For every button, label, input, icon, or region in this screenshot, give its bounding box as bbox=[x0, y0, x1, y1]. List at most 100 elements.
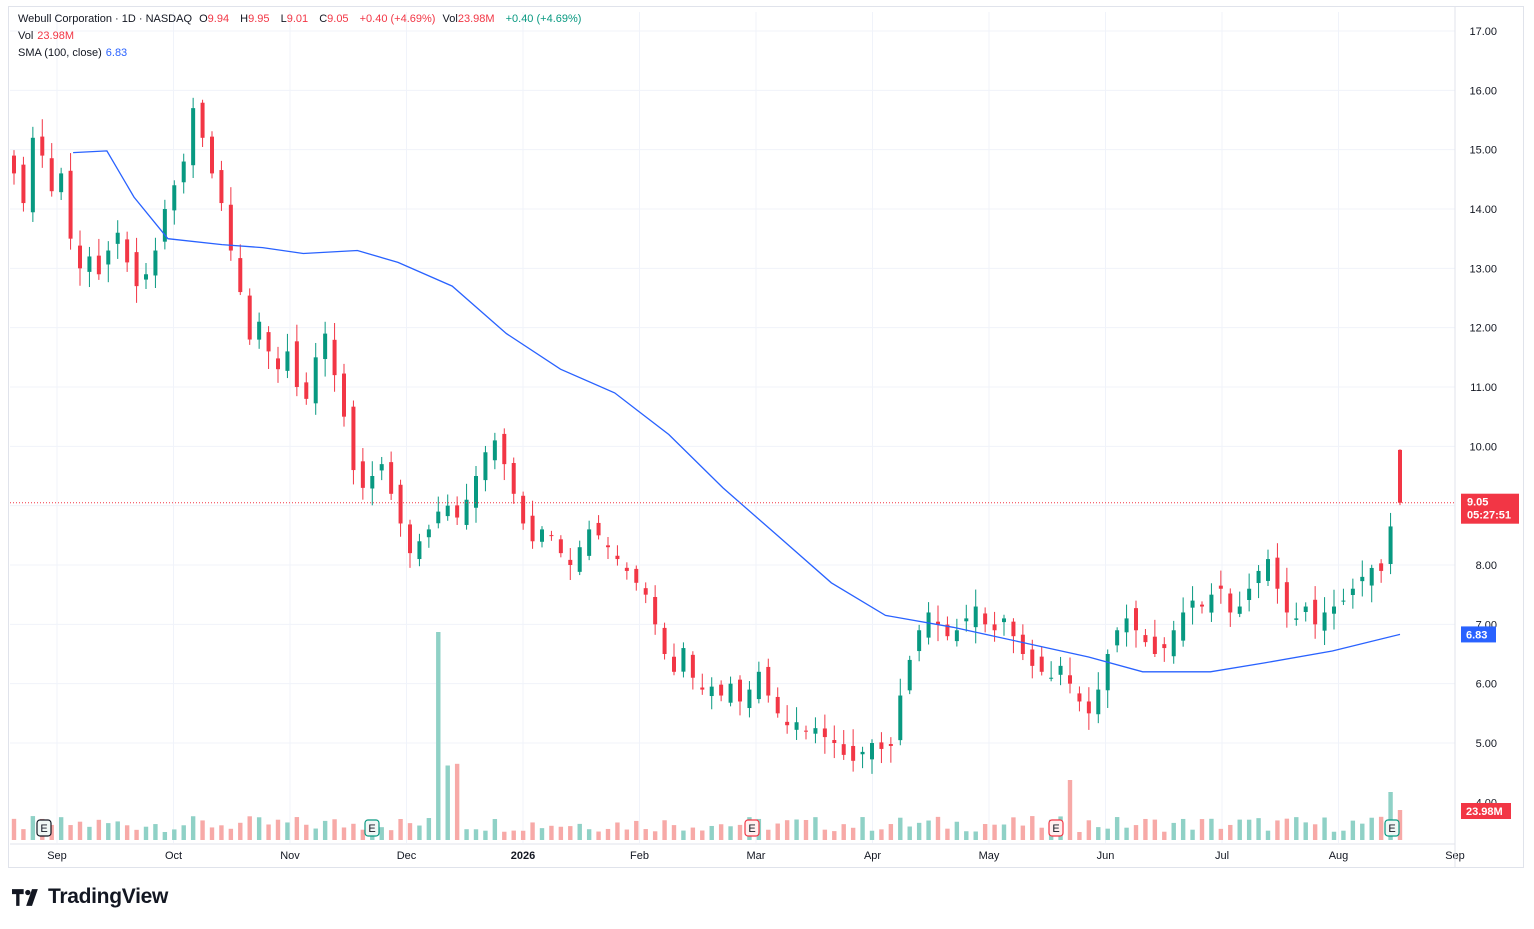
candle-body bbox=[804, 730, 808, 732]
volume-bar bbox=[379, 827, 384, 840]
candle-body bbox=[1077, 693, 1082, 702]
candle-body bbox=[125, 239, 130, 263]
volume-bar bbox=[784, 820, 790, 840]
volume-badge-value: 23.98M bbox=[1466, 806, 1503, 818]
sma-badge bbox=[1461, 626, 1496, 643]
sma-badge-value: 6.83 bbox=[1466, 629, 1487, 641]
volume-bar bbox=[605, 828, 611, 840]
volume-bar bbox=[1256, 818, 1261, 840]
volume-bar bbox=[1388, 792, 1393, 840]
candle-body bbox=[294, 341, 299, 387]
volume-bar bbox=[190, 816, 196, 840]
legend-vol-value: 23.98M bbox=[457, 13, 495, 25]
x-tick-label: 2026 bbox=[511, 850, 535, 862]
volume-bar bbox=[964, 831, 969, 840]
volume-bar bbox=[671, 825, 677, 840]
legend-symbol[interactable]: Webull Corporation · 1D · NASDAQ bbox=[18, 13, 193, 25]
candle-body bbox=[1058, 665, 1063, 675]
volume-bar bbox=[1331, 831, 1337, 840]
candle-body bbox=[634, 568, 639, 583]
candle-body bbox=[1124, 618, 1129, 633]
volume-bar bbox=[153, 824, 158, 840]
candle-body bbox=[379, 464, 384, 471]
candle-body bbox=[1379, 563, 1384, 571]
volume-bar bbox=[690, 827, 696, 840]
volume-bar bbox=[360, 829, 366, 840]
volume-bar bbox=[219, 825, 224, 840]
volume-bar bbox=[1246, 819, 1252, 840]
y-tick-label: 14.00 bbox=[1469, 204, 1497, 216]
candle-body bbox=[1049, 677, 1054, 679]
earnings-marker-label: E bbox=[368, 823, 375, 835]
candle-body bbox=[21, 164, 26, 204]
legend-row-volume[interactable]: Vol 23.98M bbox=[18, 28, 78, 44]
volume-bar bbox=[77, 821, 83, 840]
candle-body bbox=[822, 728, 827, 738]
candle-body bbox=[888, 744, 893, 746]
chart-frame[interactable] bbox=[8, 6, 1524, 868]
candle-body bbox=[1313, 599, 1318, 625]
volume-bar bbox=[1199, 819, 1205, 840]
tradingview-brand[interactable]: TradingView bbox=[12, 885, 168, 909]
candle-body bbox=[775, 696, 780, 714]
volume-badge bbox=[1461, 803, 1511, 819]
candle-body bbox=[12, 155, 16, 174]
legend-low-value: 9.01 bbox=[286, 13, 309, 25]
earnings-marker-icon[interactable] bbox=[1384, 819, 1400, 837]
candle-body bbox=[1275, 557, 1280, 589]
candle-body bbox=[1350, 588, 1355, 596]
candle-body bbox=[606, 545, 610, 548]
candle-body bbox=[709, 686, 714, 697]
volume-bar bbox=[926, 820, 931, 840]
candle-body bbox=[992, 624, 997, 631]
earnings-marker-icon[interactable] bbox=[36, 819, 52, 837]
candle-body bbox=[351, 406, 356, 471]
candle-body bbox=[266, 332, 271, 352]
candle-body bbox=[59, 173, 64, 193]
candle-body bbox=[1341, 600, 1346, 602]
candle-body bbox=[210, 136, 214, 174]
candle-body bbox=[596, 522, 601, 536]
candle-body bbox=[738, 679, 742, 702]
volume-bar bbox=[643, 829, 648, 840]
candle-body bbox=[756, 671, 761, 700]
candle-body bbox=[40, 136, 45, 156]
candle-body bbox=[907, 659, 912, 691]
volume-bar bbox=[1218, 828, 1224, 840]
candle-body bbox=[1143, 635, 1148, 643]
legend-row-sma[interactable]: SMA (100, close) 6.83 bbox=[18, 45, 131, 61]
candle-body bbox=[898, 695, 903, 741]
volume-bar bbox=[822, 829, 828, 840]
legend-sma-label: SMA (100, close) bbox=[18, 47, 102, 59]
volume-bar bbox=[907, 826, 912, 840]
candle-body bbox=[530, 515, 535, 542]
volume-bar bbox=[982, 824, 988, 840]
volume-bar bbox=[558, 826, 564, 840]
candle-body bbox=[1096, 689, 1101, 715]
volume-bar bbox=[1086, 820, 1092, 840]
candle-body bbox=[1256, 570, 1261, 584]
earnings-marker-icon[interactable] bbox=[744, 819, 760, 837]
volume-bar bbox=[1369, 817, 1374, 840]
candle-body bbox=[474, 476, 478, 508]
volume-bar bbox=[445, 765, 450, 840]
earnings-marker-icon[interactable] bbox=[364, 819, 380, 837]
volume-bar bbox=[652, 831, 658, 840]
candle-body bbox=[1068, 675, 1072, 684]
candle-body bbox=[1162, 644, 1167, 649]
candle-body bbox=[568, 559, 573, 565]
candle-body bbox=[417, 541, 422, 560]
volume-bar bbox=[11, 818, 17, 840]
candle-body bbox=[813, 728, 818, 734]
candle-body bbox=[426, 529, 431, 538]
candle-body bbox=[408, 524, 412, 554]
candle-body bbox=[153, 250, 158, 276]
candle-body bbox=[247, 295, 252, 340]
volume-bar bbox=[388, 830, 394, 840]
candle-body bbox=[313, 357, 318, 404]
y-tick-label: 5.00 bbox=[1476, 738, 1497, 750]
candle-body bbox=[681, 648, 686, 672]
volume-bar bbox=[200, 820, 205, 840]
earnings-marker-icon[interactable] bbox=[1048, 819, 1064, 837]
